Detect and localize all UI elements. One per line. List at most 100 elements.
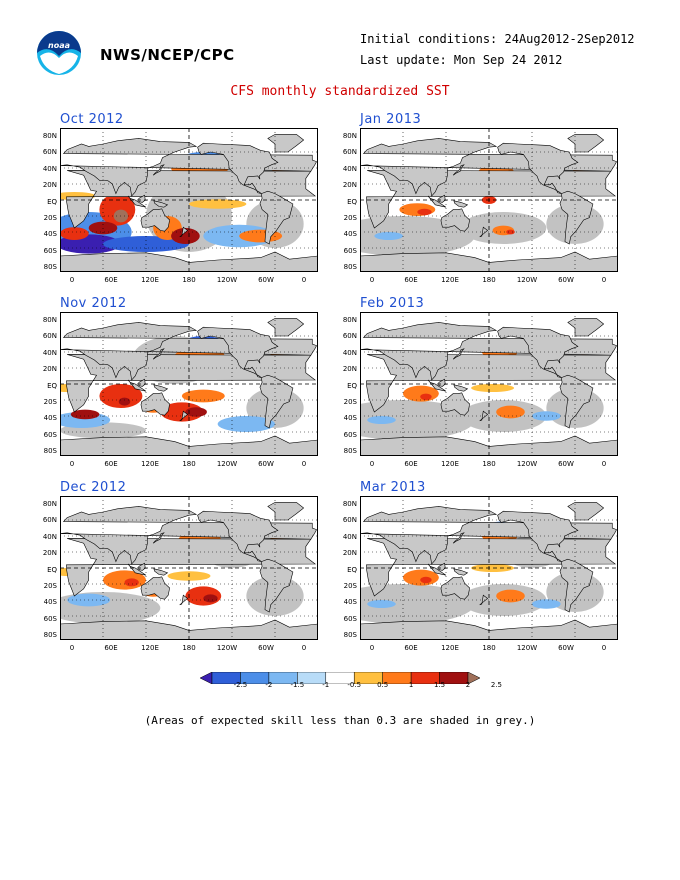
sst-anomaly-region [403,385,439,402]
land-mass [427,563,447,576]
land-mass [179,410,189,422]
land-mass [127,195,147,208]
lon-label: 120W [516,460,538,468]
colorbar-label: 1 [408,681,414,689]
lon-label: 60W [258,644,274,652]
land-mass [452,348,465,360]
agency-name: NWS/NCEP/CPC [100,46,235,64]
lat-label: 80S [43,447,57,456]
land-mass [453,568,469,576]
lon-label: 60E [104,276,118,284]
lat-label: 20S [343,214,357,222]
lat-label: 80S [343,447,357,456]
sst-anomaly-region [367,600,396,608]
map-feb-2013 [360,312,618,456]
sst-anomaly-region [118,397,131,406]
land-mass [479,594,489,606]
lon-label: 120W [216,644,238,652]
svg-text:noaa: noaa [48,41,70,50]
sst-anomaly-region [160,402,204,422]
lon-label: 120E [441,276,459,284]
land-mass [179,594,189,606]
panel-title-mar-2013: Mar 2013 [360,480,426,495]
land-mass [479,410,489,422]
lon-label: 0 [601,460,607,468]
land-mass [153,568,169,576]
land-mass [152,164,165,176]
land-mass [438,378,446,387]
land-mass [427,195,447,208]
lat-label: 60S [43,246,57,255]
lon-label: 180 [182,644,196,652]
lat-label: 80N [42,316,57,324]
lon-label: 120E [441,644,459,652]
lon-label: 180 [482,276,496,284]
lon-label: 60E [404,460,418,468]
land-mass [497,510,579,562]
land-mass [140,208,170,232]
land-mass [259,374,294,429]
land-mass [140,576,170,600]
lon-label: 120W [216,276,238,284]
land-mass [60,506,317,565]
land-mass [427,379,447,392]
lat-label: 20S [343,582,357,590]
lon-label: 180 [482,460,496,468]
lat-label: 80N [42,132,57,140]
land-mass [267,502,305,521]
lat-label: 60S [343,246,357,255]
map-dec-2012 [60,496,318,640]
lat-label: EQ [47,565,57,574]
land-mass [440,208,470,232]
lat-label: 20N [42,181,57,190]
lat-label: 60N [42,332,57,341]
land-mass [153,200,169,208]
lon-label: 0 [601,644,607,652]
lat-label: 20S [43,214,57,222]
land-mass [267,318,305,337]
lat-label: 20N [42,549,57,558]
sst-anomaly-region [403,569,439,586]
last-update: Last update: Mon Sep 24 2012 [360,53,563,67]
lat-label: 40N [42,532,57,541]
lon-label: 0 [369,460,375,468]
lat-label: 20N [42,365,57,374]
lon-label: 60E [104,644,118,652]
land-mass [452,532,465,544]
land-mass [559,558,594,613]
sst-anomaly-region [60,227,89,240]
colorbar [200,672,480,684]
map-dec-2012-svg [60,496,318,640]
sst-anomaly-region [185,407,207,417]
lon-label: 180 [182,460,196,468]
lon-label: 120E [141,460,159,468]
land-mass [360,322,617,381]
lat-label: 20N [342,549,357,558]
lat-label: 40S [43,598,57,607]
sst-anomaly-region [189,199,247,209]
map-mar-2013-svg [360,496,618,640]
lat-label: 40S [43,230,57,239]
lon-label: 120E [441,460,459,468]
colorbar-label: -1.5 [290,681,305,689]
land-mass [497,326,579,378]
colorbar-swatch [200,672,213,684]
lat-label: 80N [342,132,357,140]
panel-title-jan-2013: Jan 2013 [360,112,422,127]
sst-anomaly-region [417,208,432,216]
lon-label: 120E [141,276,159,284]
map-mar-2013 [360,496,618,640]
land-mass [197,142,279,194]
lat-label: 20S [43,398,57,406]
lon-label: 60E [404,644,418,652]
lat-label: EQ [347,381,357,390]
panel-title-nov-2012: Nov 2012 [60,296,127,311]
land-mass [60,138,317,197]
sst-anomaly-region [532,599,561,609]
land-mass [60,322,317,381]
lat-label: 60N [42,148,57,157]
land-mass [140,392,170,416]
land-mass [138,194,146,203]
colorbar-swatch [467,672,480,684]
land-mass [138,378,146,387]
